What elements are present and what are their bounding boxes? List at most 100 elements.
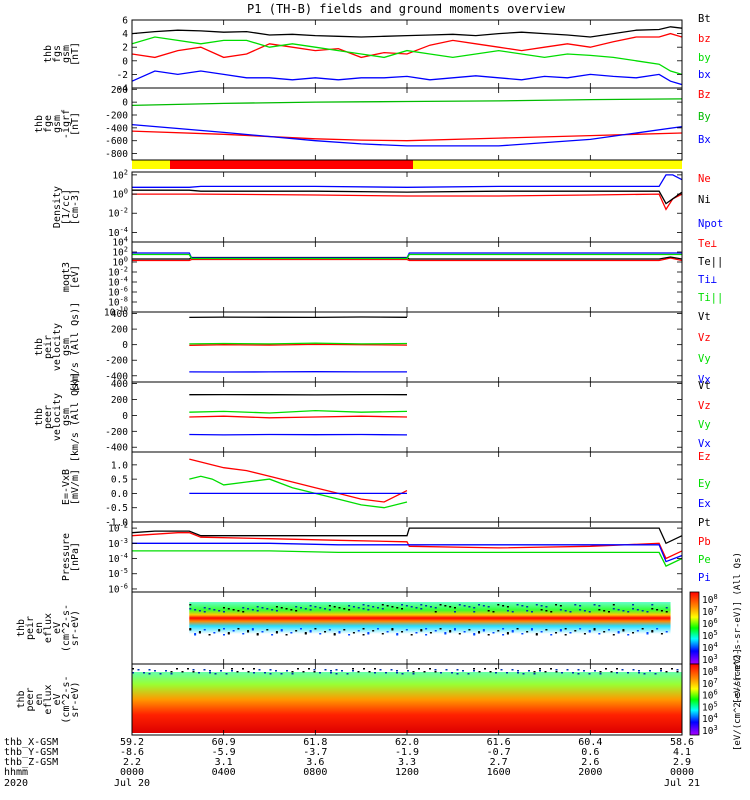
x-axis-labels: thb_X-GSM 59.2 60.9 61.8 62.0 61.6 60.4 58.6 thb… bbox=[4, 737, 700, 789]
panel-1-ylabel: fgs bbox=[52, 45, 63, 63]
legend-Vx: Vx bbox=[698, 438, 711, 450]
panel-5-ylabel: gsm bbox=[61, 338, 72, 356]
panel-9-ylabel: sr-eV) bbox=[70, 610, 81, 646]
x-row-value: 61.6 bbox=[487, 737, 511, 748]
x-row-value: 2000 bbox=[578, 767, 602, 778]
x-row-value: 0000 bbox=[670, 767, 694, 778]
x-row-value: 0000 bbox=[120, 767, 144, 778]
series-Pi bbox=[132, 542, 682, 563]
legend-by: by bbox=[698, 52, 711, 64]
legend-Te: Te|| bbox=[698, 256, 723, 268]
legend-Vx: Vx bbox=[698, 374, 711, 386]
y-tick-label: 10-2 bbox=[108, 207, 128, 220]
series-by bbox=[132, 36, 682, 76]
legend-Bt: Bt bbox=[698, 13, 711, 25]
legend-bx: bx bbox=[698, 69, 711, 81]
legend-Ne: Ne bbox=[698, 173, 711, 185]
x-row-name: thb_Y-GSM bbox=[4, 747, 58, 758]
panel-3: Density[1/cc][cm-3]10210010-210-4NeNiNpo… bbox=[52, 168, 723, 243]
panel-6-ylabel: [km/s (All Qs)] bbox=[70, 372, 81, 462]
y-tick-label: 0.0 bbox=[111, 489, 128, 500]
panel-10-ylabel: eV bbox=[52, 693, 63, 705]
x-row-value: 2.2 bbox=[123, 757, 141, 768]
panel-10-ylabel: thb bbox=[16, 690, 27, 708]
panel-9-ylabel: (cm^2-s- bbox=[61, 604, 72, 652]
series-Ti bbox=[132, 253, 682, 260]
panel-4: moqt3[eV]10410210010-210-410-610-810-10T… bbox=[61, 236, 723, 319]
panel-6-ylabel: peer bbox=[43, 405, 54, 429]
x-row-value: 2.9 bbox=[673, 757, 691, 768]
series-Ez bbox=[189, 458, 408, 503]
x-row-value: 2.6 bbox=[581, 757, 599, 768]
x-row-value: 3.1 bbox=[215, 757, 233, 768]
y-tick-label: 200 bbox=[111, 325, 128, 336]
legend-Npot: Npot bbox=[698, 218, 723, 230]
x-row-value: 0.6 bbox=[581, 747, 599, 758]
panel-9: thbpeirenefluxeV(cm^2-s-sr-eV)1081071061… bbox=[16, 552, 743, 704]
x-row-name: thb_Z-GSM bbox=[4, 757, 58, 768]
panel-9-ylabel: thb bbox=[16, 619, 27, 637]
legend-Pe: Pe bbox=[698, 554, 711, 566]
y-tick-label: 0 bbox=[122, 411, 128, 422]
series-Npot bbox=[132, 174, 682, 188]
legend-bz: bz bbox=[698, 33, 711, 45]
series-bx bbox=[132, 70, 682, 86]
legend-Ez: Ez bbox=[698, 451, 711, 463]
x-row-value: 58.6 bbox=[670, 737, 694, 748]
y-tick-label: 400 bbox=[111, 379, 128, 390]
x-row-value: -8.6 bbox=[120, 747, 144, 758]
panel-2-frame bbox=[131, 87, 683, 161]
panel-9-ylabel: en bbox=[34, 622, 45, 634]
series-Ne bbox=[132, 193, 682, 211]
legend-Pb: Pb bbox=[698, 536, 711, 548]
x-row-name: thb_X-GSM bbox=[4, 737, 58, 748]
panel-8-ylabel: [nPa] bbox=[70, 542, 81, 572]
x-row-value: 4.1 bbox=[673, 747, 691, 758]
series-Vz bbox=[189, 415, 408, 419]
series-Ey bbox=[189, 475, 408, 509]
panel-10-ylabel: en bbox=[34, 693, 45, 705]
panel-2-ylabel: [nT] bbox=[70, 112, 81, 136]
panel-10-ylabel: (cm^2-s- bbox=[61, 675, 72, 723]
panel-2-ylabel: thb bbox=[34, 115, 45, 133]
date-start: Jul 20 bbox=[114, 778, 150, 789]
series-Pt bbox=[132, 527, 682, 545]
y-tick-label: -400 bbox=[105, 371, 128, 382]
series-By bbox=[132, 98, 682, 107]
chart-title: P1 (TH-B) fields and ground moments over… bbox=[247, 2, 566, 16]
panel-9-colorbar bbox=[689, 591, 700, 665]
legend-Ex: Ex bbox=[698, 498, 711, 510]
panel-6-ylabel: thb bbox=[34, 408, 45, 426]
y-tick-label: -0.5 bbox=[105, 503, 128, 514]
y-tick-label: -400 bbox=[105, 123, 128, 134]
panel-5-ylabel: peir bbox=[43, 335, 54, 359]
panel-7-ylabel: [mV/m] bbox=[70, 469, 81, 505]
colorbar-label: [eV/(cm^2-s-sr-eV)] bbox=[733, 648, 743, 751]
legend-Vz: Vz bbox=[698, 400, 711, 412]
x-row-value: 61.8 bbox=[303, 737, 327, 748]
y-tick-label: -200 bbox=[105, 356, 128, 367]
x-row-value: -1.9 bbox=[395, 747, 419, 758]
panel-3-frame bbox=[131, 171, 683, 243]
x-row-value: 3.3 bbox=[398, 757, 416, 768]
y-tick-label: 0 bbox=[122, 56, 128, 67]
series-Vy bbox=[189, 342, 408, 345]
legend-Bz: Bz bbox=[698, 89, 711, 101]
panel-7-frame bbox=[131, 451, 683, 523]
series-Te bbox=[132, 257, 682, 262]
y-tick-label: 6 bbox=[122, 16, 128, 27]
y-tick-label: 10-2 bbox=[108, 522, 128, 535]
legend-Vy: Vy bbox=[698, 353, 711, 365]
instrument-mode-bar bbox=[132, 160, 682, 169]
x-row-value: 1200 bbox=[395, 767, 419, 778]
panel-6-ylabel: velocity bbox=[52, 393, 63, 441]
x-row-name: hhmm bbox=[4, 767, 28, 778]
legend-Bx: Bx bbox=[698, 134, 711, 146]
y-tick-label: 0 bbox=[122, 340, 128, 351]
panel-5-ylabel: [km/s (All Qs)] bbox=[70, 302, 81, 392]
y-tick-label: 10-4 bbox=[108, 552, 128, 565]
panel-9-ylabel: eflux bbox=[43, 613, 54, 643]
y-tick-label: -200 bbox=[105, 111, 128, 122]
